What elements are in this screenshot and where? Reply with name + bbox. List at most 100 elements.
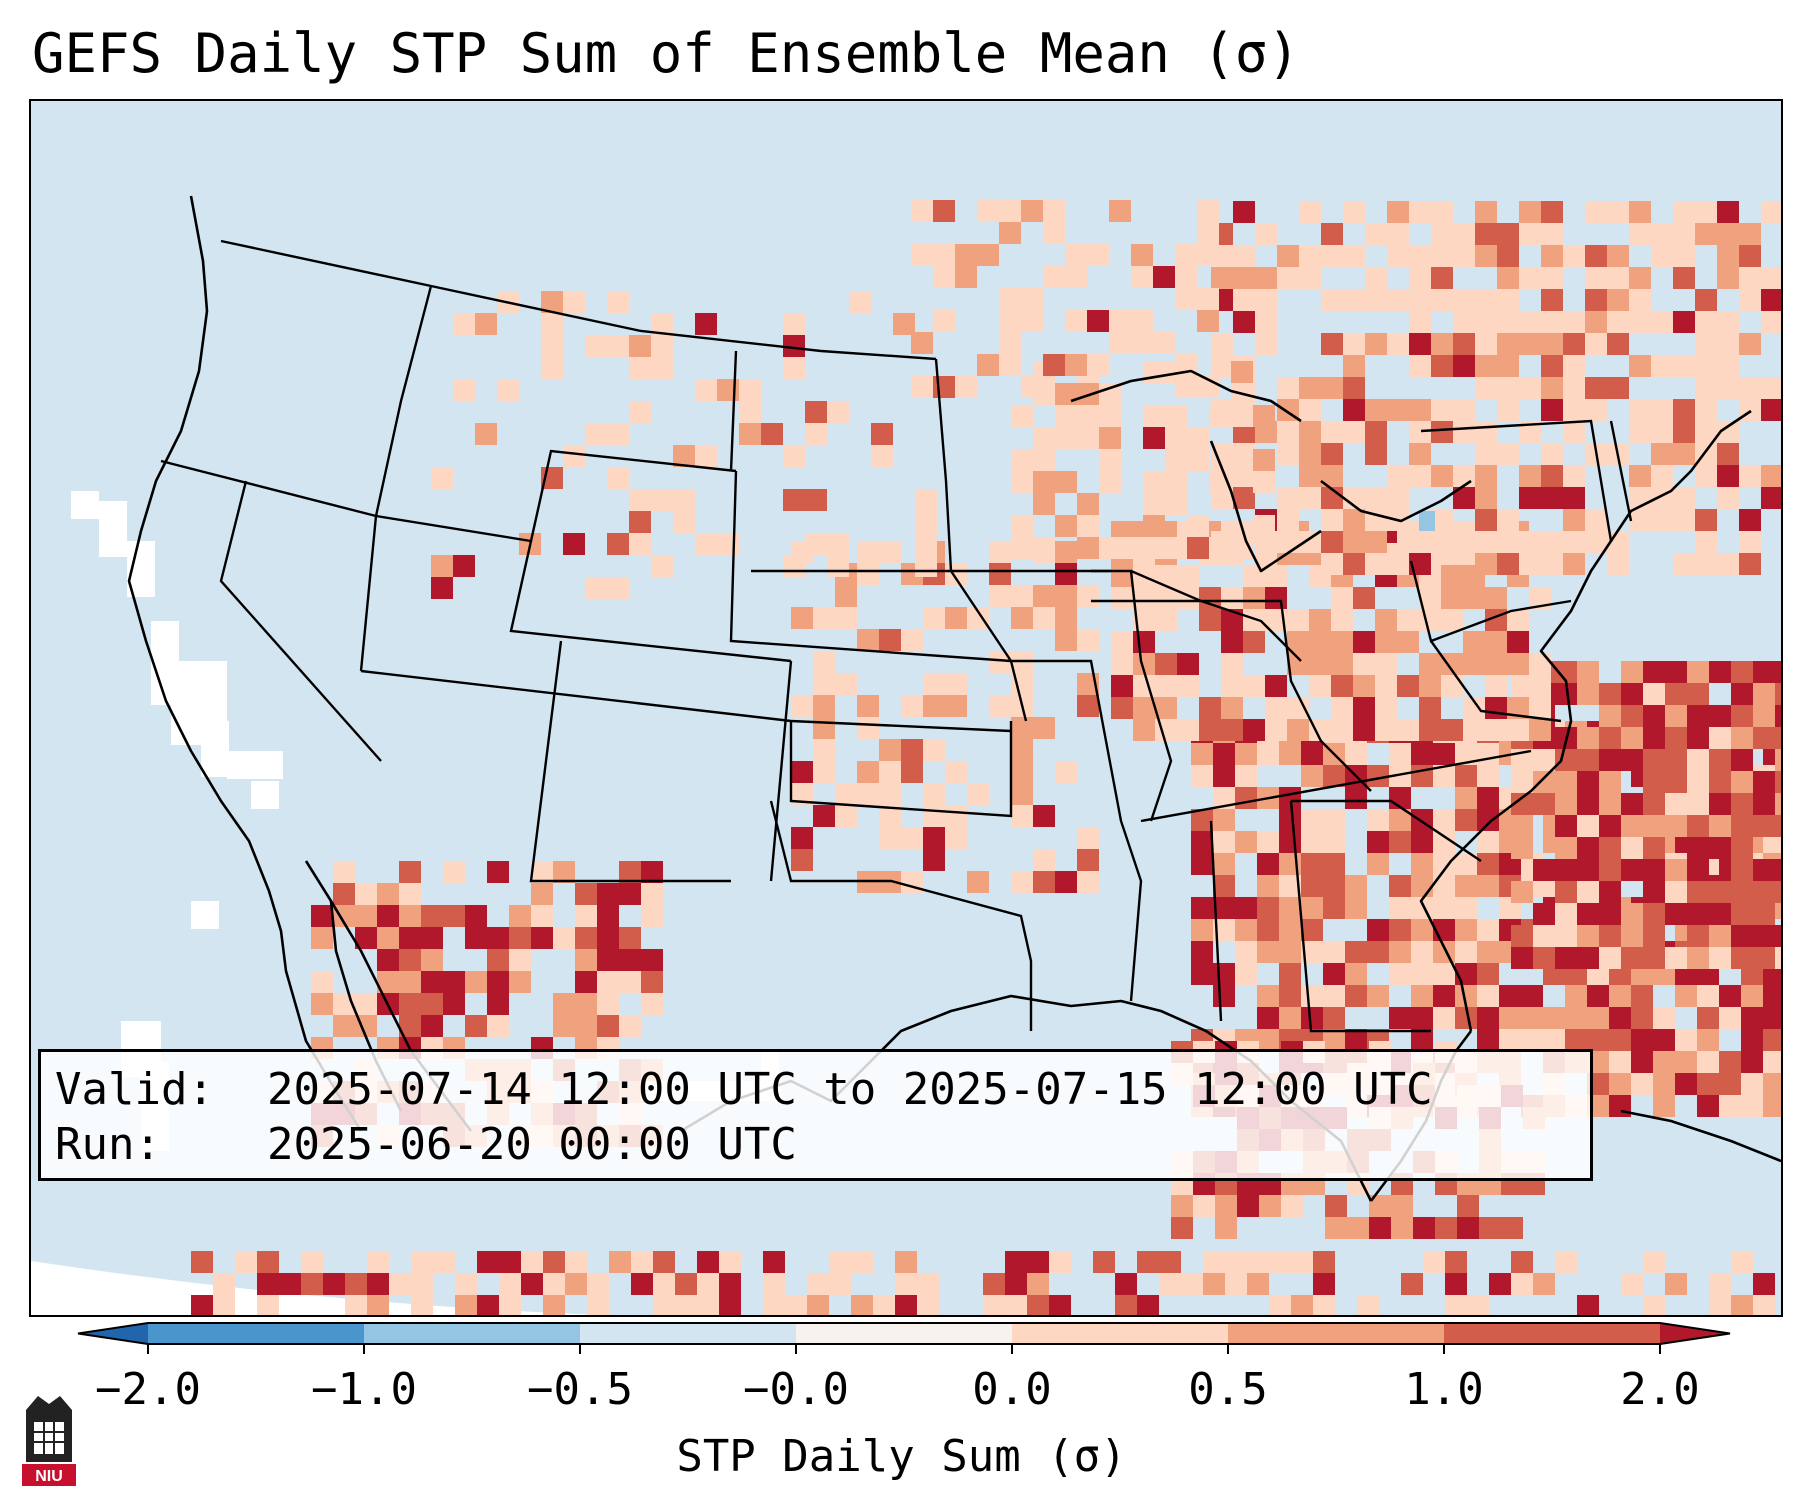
anomaly-cell [695,379,717,401]
anomaly-cell [1345,985,1367,1007]
anomaly-cell [1309,719,1331,741]
anomaly-cell [911,200,933,222]
anomaly-cell [1033,805,1055,827]
anomaly-cell [1401,1273,1423,1295]
anomaly-cell [1763,985,1781,1007]
anomaly-cell [1507,697,1529,719]
anomaly-cell [1761,465,1781,487]
anomaly-cell [1277,245,1299,267]
anomaly-cell [257,1295,279,1315]
anomaly-cell [641,949,663,971]
anomaly-cell [1021,200,1043,222]
anomaly-cell [1629,223,1651,245]
anomaly-cell [1511,925,1533,947]
anomaly-cell [791,607,813,629]
anomaly-cell [553,993,575,1015]
anomaly-cell [1255,333,1277,355]
anomaly-cell [1431,509,1453,531]
anomaly-cell [1313,1273,1335,1295]
anomaly-cell [1621,793,1643,815]
anomaly-cell [791,827,813,849]
anomaly-cell [1709,1295,1731,1315]
anomaly-cell [1453,421,1475,443]
anomaly-cell [1709,705,1731,727]
anomaly-cell [1387,487,1409,509]
anomaly-cell [1741,985,1763,1007]
anomaly-cell [1409,289,1431,311]
anomaly-cell [1375,719,1397,741]
anomaly-cell [641,883,663,905]
anomaly-cell [1131,310,1153,332]
anomaly-cell [1027,1273,1049,1295]
anomaly-cell [1411,743,1433,765]
anomaly-cell [1133,609,1155,631]
anomaly-cell [1519,421,1541,443]
anomaly-cell [1687,859,1709,881]
anomaly-cell [1585,201,1607,223]
anomaly-cell [1389,897,1411,919]
anomaly-cell [1343,245,1365,267]
anomaly-cell [1299,487,1321,509]
anomaly-cell [1191,919,1213,941]
anomaly-cell [1233,267,1255,289]
anomaly-cell [1235,831,1257,853]
anomaly-cell [1077,629,1099,651]
anomaly-cell [1761,399,1781,421]
anomaly-cell [1257,875,1279,897]
anomaly-cell [1033,541,1055,563]
anomaly-cell [1233,311,1255,333]
run-line: Run: 2025-06-20 00:00 UTC [55,1117,1590,1172]
anomaly-cell [933,376,955,398]
anomaly-cell [1541,311,1563,333]
colorbar-bin [1012,1323,1229,1344]
anomaly-cell [983,1273,1005,1295]
anomaly-cell [1213,809,1235,831]
anomaly-cell [1475,201,1497,223]
anomaly-cell [1519,333,1541,355]
anomaly-cell [1225,1251,1247,1273]
anomaly-cell [1541,267,1563,289]
anomaly-cell [1277,443,1299,465]
anomaly-cell [1717,311,1739,333]
anomaly-cell [783,335,805,357]
anomaly-cell [1485,631,1507,653]
colorbar-extend-low [78,1323,148,1344]
anomaly-cell [1763,1095,1781,1117]
anomaly-cell [1753,859,1775,881]
anomaly-cell [1211,443,1233,465]
anomaly-cell [1687,815,1709,837]
anomaly-cell [1555,881,1577,903]
niu-clocktower-icon: NIU [22,1396,76,1486]
anomaly-cell [1175,288,1197,310]
anomaly-cell [1761,311,1781,333]
anomaly-cell [1235,765,1257,787]
anomaly-cell [1463,653,1485,675]
anomaly-cell [1265,719,1287,741]
anomaly-cell [829,1273,851,1295]
anomaly-cell [1131,332,1153,354]
colorbar-bin [796,1323,1013,1344]
anomaly-cell [1521,1007,1543,1029]
anomaly-cell [641,971,663,993]
anomaly-cell [1255,289,1277,311]
anomaly-cell [1457,1217,1479,1239]
anomaly-cell [1511,1273,1533,1295]
anomaly-cell [1387,399,1409,421]
anomaly-cell [1441,653,1463,675]
anomaly-cell [813,717,835,739]
anomaly-cell [1011,537,1033,559]
anomaly-cell [1717,223,1739,245]
anomaly-cell [1739,465,1761,487]
anomaly-cell [1475,553,1497,575]
anomaly-cell [1213,831,1235,853]
anomaly-cell [1753,925,1775,947]
anomaly-cell [1233,245,1255,267]
anomaly-cell [1775,859,1781,881]
anomaly-cell [1155,697,1177,719]
anomaly-cell [487,971,509,993]
anomaly-cell [697,1295,719,1315]
anomaly-cell [1643,1295,1665,1315]
anomaly-cell [695,445,717,467]
anomaly-cell [1419,675,1441,697]
anomaly-cell [1775,705,1781,727]
